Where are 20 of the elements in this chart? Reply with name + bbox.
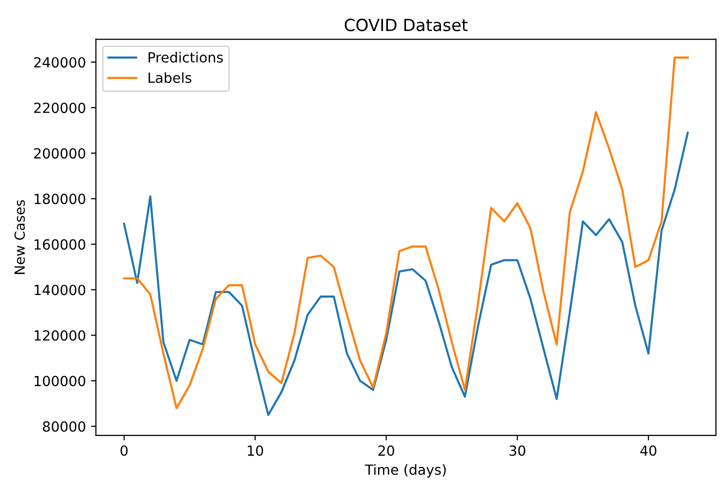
y-tick-label: 180000 bbox=[34, 194, 86, 204]
x-tick-label: 0 bbox=[120, 445, 128, 456]
y-tick-label: 220000 bbox=[34, 102, 86, 114]
legend-label: Labels bbox=[148, 72, 192, 83]
y-tick-label: 80000 bbox=[42, 421, 86, 432]
y-tick-label: 240000 bbox=[34, 57, 86, 68]
y-tick-label: 160000 bbox=[34, 239, 86, 250]
x-tick-label: 20 bbox=[378, 445, 394, 456]
line-series bbox=[123, 132, 689, 416]
x-tick-label: 40 bbox=[640, 445, 656, 456]
y-tick-label: 200000 bbox=[34, 148, 86, 159]
y-tick-label: 100000 bbox=[34, 376, 86, 386]
y-tick-label: 120000 bbox=[34, 330, 86, 341]
y-tick-label: 140000 bbox=[34, 284, 86, 296]
chart-title: COVID Dataset bbox=[344, 18, 468, 32]
legend-label: Predictions bbox=[148, 52, 223, 63]
x-axis-title: Time (days) bbox=[364, 464, 446, 478]
x-tick-label: 10 bbox=[248, 445, 264, 456]
y-axis-title: New Cases bbox=[14, 200, 25, 274]
x-tick-label: 30 bbox=[510, 445, 526, 456]
